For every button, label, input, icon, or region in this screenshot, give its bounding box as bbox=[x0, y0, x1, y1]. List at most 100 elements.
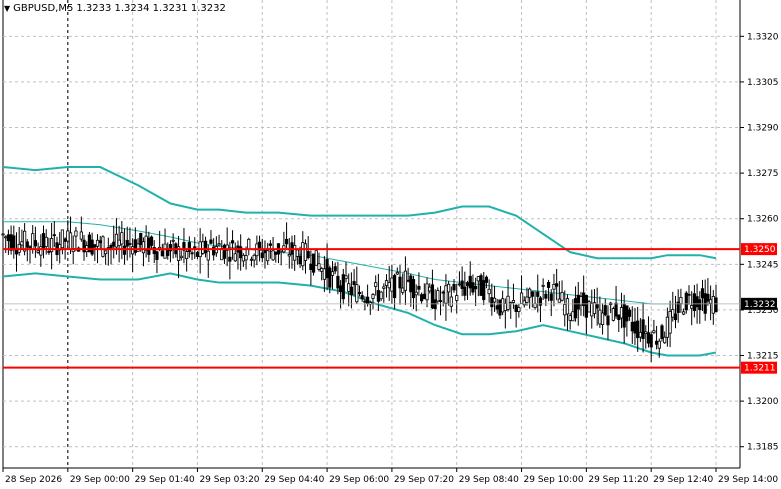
candle-body bbox=[209, 239, 213, 244]
candle-body bbox=[187, 242, 191, 252]
candle-body bbox=[487, 288, 491, 295]
candle-body bbox=[395, 271, 399, 275]
y-tick-label: 1.3275 bbox=[747, 169, 779, 179]
candle-body bbox=[449, 296, 453, 307]
candle-body bbox=[104, 250, 108, 255]
candle-body bbox=[522, 300, 526, 306]
candle-body bbox=[417, 285, 421, 290]
candle-body bbox=[190, 252, 194, 255]
candle-body bbox=[155, 251, 159, 260]
candle-body bbox=[681, 311, 686, 315]
candle-body bbox=[565, 298, 570, 315]
candle-body bbox=[112, 241, 116, 247]
candle-body bbox=[120, 232, 124, 245]
ohlc-values: 1.3233 1.3234 1.3231 1.3232 bbox=[76, 3, 226, 14]
candle-body bbox=[376, 290, 381, 302]
triangle-down-icon[interactable]: ▼ bbox=[4, 4, 11, 13]
candle-body bbox=[160, 250, 164, 257]
candle-body bbox=[536, 291, 540, 297]
candle-body bbox=[47, 250, 51, 253]
candle-body bbox=[322, 268, 326, 280]
x-tick-label: 29 Sep 08:40 bbox=[459, 475, 519, 485]
candle-body bbox=[627, 309, 632, 317]
candle-body bbox=[284, 238, 289, 245]
candle-body bbox=[141, 241, 146, 254]
candle-body bbox=[182, 242, 186, 251]
candle-body bbox=[482, 280, 486, 301]
symbol-label: GBPUSD,M5 bbox=[13, 3, 74, 14]
candle-body bbox=[139, 232, 143, 246]
candle-body bbox=[463, 286, 467, 296]
candle-body bbox=[4, 236, 8, 239]
candle-body bbox=[506, 295, 510, 310]
candle-body bbox=[455, 295, 459, 301]
x-tick-label: 29 Sep 06:00 bbox=[329, 475, 389, 485]
candle-body bbox=[673, 313, 678, 321]
candle-body bbox=[660, 325, 664, 340]
candle-body bbox=[576, 294, 580, 310]
current-price-label: 1.3232 bbox=[744, 300, 776, 310]
candle-body bbox=[530, 291, 534, 297]
level-label: 1.3211 bbox=[744, 364, 776, 374]
candle-body bbox=[474, 285, 478, 290]
candle-body bbox=[222, 244, 227, 259]
candle-body bbox=[528, 288, 532, 298]
candle-body bbox=[614, 302, 618, 317]
candle-body bbox=[325, 259, 329, 279]
candle-body bbox=[320, 268, 324, 272]
candle-body bbox=[636, 320, 640, 339]
candle-body bbox=[409, 275, 413, 293]
candle-body bbox=[225, 244, 229, 251]
candle-body bbox=[176, 246, 181, 261]
candle-body bbox=[654, 340, 659, 345]
candle-body bbox=[274, 251, 278, 255]
candle-body bbox=[700, 288, 705, 299]
candle-body bbox=[257, 241, 262, 249]
candle-body bbox=[50, 238, 54, 253]
candle-body bbox=[630, 321, 634, 332]
candle-body bbox=[82, 239, 86, 253]
candle-body bbox=[684, 292, 688, 311]
price-axis[interactable]: 1.3320 1.3305 1.3290 1.3275 1.3260 1.3245 1.32… bbox=[740, 32, 779, 453]
candle-body bbox=[330, 271, 335, 276]
candle-body bbox=[633, 321, 637, 334]
candle-body bbox=[355, 284, 359, 303]
candle-body bbox=[179, 255, 183, 259]
x-tick-label: 29 Sep 00:00 bbox=[70, 475, 130, 485]
x-tick-label: 28 Sep 2026 bbox=[5, 475, 62, 485]
candle-body bbox=[555, 283, 559, 287]
candle-body bbox=[366, 296, 370, 304]
candle-body bbox=[644, 331, 648, 334]
candle-body bbox=[600, 312, 605, 325]
candle-body bbox=[552, 284, 556, 290]
candle-body bbox=[171, 239, 175, 242]
candle-body bbox=[268, 243, 272, 246]
candle-body bbox=[341, 274, 345, 300]
candle-body bbox=[79, 231, 83, 240]
candle-body bbox=[390, 277, 394, 292]
candle-body bbox=[414, 291, 418, 296]
candle-body bbox=[163, 243, 167, 259]
time-axis[interactable]: 28 Sep 2026 29 Sep 00:00 29 Sep 01:40 29 Se… bbox=[2, 468, 778, 485]
candle-body bbox=[374, 282, 378, 287]
candle-body bbox=[309, 263, 313, 270]
candle-body bbox=[603, 305, 607, 316]
candle-body bbox=[206, 250, 210, 261]
candle-body bbox=[168, 244, 173, 252]
candle-body bbox=[652, 330, 656, 334]
candle-body bbox=[471, 282, 475, 293]
candle-body bbox=[352, 281, 356, 286]
candle-body bbox=[66, 230, 70, 242]
candle-body bbox=[430, 284, 435, 309]
candle-body bbox=[63, 238, 67, 242]
candle-body bbox=[714, 297, 718, 313]
candle-body bbox=[611, 308, 615, 321]
candle-body bbox=[379, 291, 383, 300]
candle-body bbox=[590, 302, 594, 317]
candle-body bbox=[514, 304, 518, 312]
horizontal-levels[interactable]: 1.3232 1.3250 1.3211 bbox=[3, 243, 777, 374]
candle-body bbox=[333, 266, 337, 272]
candle-body bbox=[360, 295, 364, 300]
candle-body bbox=[363, 300, 367, 303]
